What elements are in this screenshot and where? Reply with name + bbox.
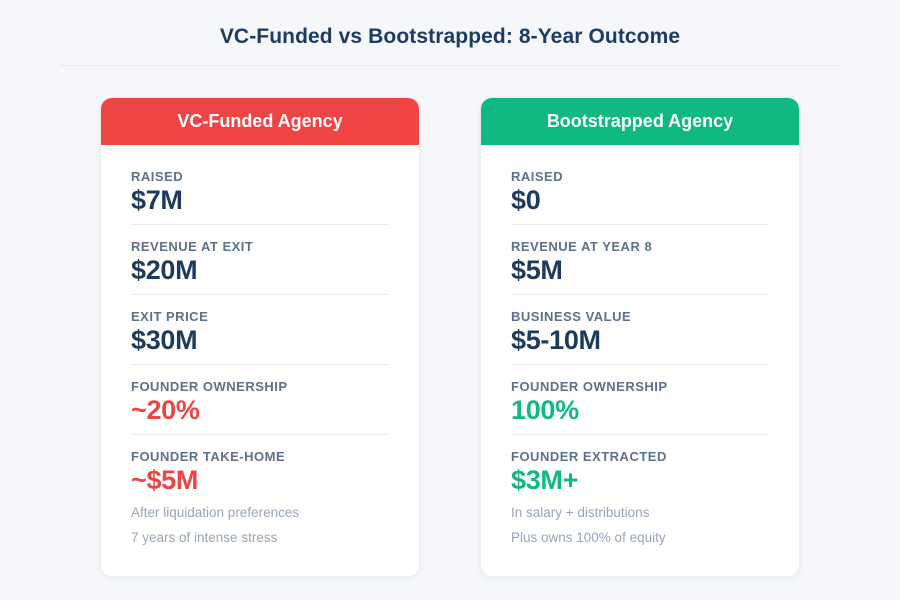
stat-row-founder-extracted: FOUNDER EXTRACTED $3M+ In salary + distr… <box>511 435 769 546</box>
comparison-cards: VC-Funded Agency RAISED $7M REVENUE AT E… <box>0 97 900 578</box>
stat-note: Plus owns 100% of equity <box>511 530 666 546</box>
card-body-bootstrapped: RAISED $0 REVENUE AT YEAR 8 $5M BUSINESS… <box>481 145 799 576</box>
stat-value: $5M <box>511 255 563 285</box>
stat-note: 7 years of intense stress <box>131 530 278 546</box>
stat-row-raised: RAISED $0 <box>511 170 769 225</box>
stat-row-raised: RAISED $7M <box>131 170 389 225</box>
card-bootstrapped: Bootstrapped Agency RAISED $0 REVENUE AT… <box>480 97 800 578</box>
stat-label: EXIT PRICE <box>131 309 209 324</box>
stat-label: FOUNDER OWNERSHIP <box>131 379 288 394</box>
stat-value: $3M+ <box>511 465 579 495</box>
stat-value: $30M <box>131 325 198 355</box>
stat-note: After liquidation preferences <box>131 505 300 520</box>
comparison-page: VC-Funded vs Bootstrapped: 8-Year Outcom… <box>0 25 900 578</box>
stat-label: FOUNDER TAKE-HOME <box>131 449 286 464</box>
card-body-vc-funded: RAISED $7M REVENUE AT EXIT $20M EXIT PRI… <box>101 145 419 576</box>
stat-row-founder-ownership: FOUNDER OWNERSHIP ~20% <box>131 365 389 435</box>
stat-row-founder-ownership: FOUNDER OWNERSHIP 100% <box>511 365 769 435</box>
stat-label: FOUNDER OWNERSHIP <box>511 379 668 394</box>
stat-value: ~20% <box>131 395 200 425</box>
stat-label: RAISED <box>511 169 564 184</box>
stat-row-revenue-at-exit: REVENUE AT EXIT $20M <box>131 225 389 295</box>
stat-value: $20M <box>131 255 198 285</box>
stat-row-business-value: BUSINESS VALUE $5-10M <box>511 295 769 365</box>
stat-note: In salary + distributions <box>511 505 650 520</box>
stat-value: $7M <box>131 185 183 215</box>
title-divider <box>60 65 840 66</box>
stat-value: $5-10M <box>511 325 601 355</box>
card-header-bootstrapped: Bootstrapped Agency <box>481 98 799 145</box>
stat-value: $0 <box>511 185 541 215</box>
card-vc-funded: VC-Funded Agency RAISED $7M REVENUE AT E… <box>100 97 420 578</box>
stat-value: 100% <box>511 395 579 425</box>
stat-row-founder-take-home: FOUNDER TAKE-HOME ~$5M After liquidation… <box>131 435 389 546</box>
stat-label: RAISED <box>131 169 184 184</box>
page-title: VC-Funded vs Bootstrapped: 8-Year Outcom… <box>219 25 681 48</box>
stat-value: ~$5M <box>131 465 199 495</box>
card-header-vc-funded: VC-Funded Agency <box>101 98 419 145</box>
stat-row-revenue-at-year-8: REVENUE AT YEAR 8 $5M <box>511 225 769 295</box>
stat-row-exit-price: EXIT PRICE $30M <box>131 295 389 365</box>
stat-label: BUSINESS VALUE <box>511 309 632 324</box>
stat-label: REVENUE AT YEAR 8 <box>511 239 653 254</box>
stat-label: REVENUE AT EXIT <box>131 239 254 254</box>
stat-label: FOUNDER EXTRACTED <box>511 449 667 464</box>
